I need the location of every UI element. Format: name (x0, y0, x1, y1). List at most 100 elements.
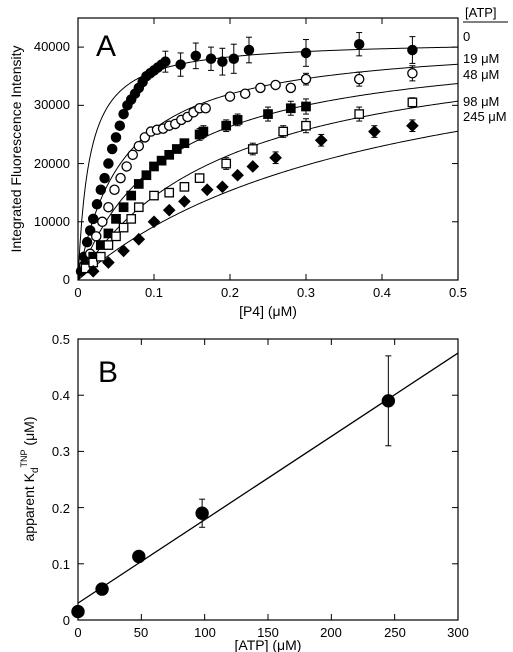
data-point-filled-diamond (269, 151, 282, 165)
data-point-filled-circle (106, 143, 118, 155)
series-label-atp-245: 245 μM (463, 109, 507, 124)
panel-a-x-axis-label: [P4] (μM) (239, 303, 297, 319)
data-point-filled-square (164, 149, 175, 160)
data-point-open-square (133, 202, 144, 213)
data-point-open-square (194, 173, 205, 183)
data-point-filled-circle (95, 184, 107, 196)
data-point-open-circle (407, 68, 418, 79)
panel-a-xtick-label: 0.5 (449, 285, 467, 300)
data-point-filled-circle (300, 47, 312, 59)
data-point-open-circle (285, 82, 297, 94)
data-point-filled-diamond (178, 195, 191, 208)
data-point-open-square (407, 97, 418, 108)
legend-title: [ATP] (465, 5, 497, 20)
data-point-open-square (149, 190, 159, 201)
data-point-filled-diamond (117, 244, 130, 258)
panel-b-ylabel-main: apparent K (21, 472, 37, 541)
data-point-filled-square (179, 138, 190, 149)
data-point-open-square (278, 126, 289, 137)
panel-a-xtick-label: 0.2 (221, 285, 239, 300)
data-point-filled-square (171, 144, 182, 154)
data-point-filled-circle (114, 120, 126, 131)
panel-a-xtick-label: 0.3 (297, 285, 315, 300)
data-point-filled-square (118, 202, 129, 213)
panel-b-ytick-label: 0.2 (52, 501, 70, 516)
panel-b-ytick-label: 0.5 (52, 332, 70, 347)
data-point-filled-diamond (200, 183, 214, 197)
linear-fit (77, 352, 459, 604)
panel-b-ytick-labels: 0 0.1 0.2 0.3 0.4 0.5 (52, 332, 70, 628)
data-point-filled-square (133, 179, 144, 189)
data-point-filled-circle (103, 158, 114, 169)
data-point-filled-circle (160, 56, 171, 67)
panel-a-data-marks (75, 32, 419, 278)
data-point-open-circle (121, 161, 132, 172)
data-point-open-square (247, 144, 258, 154)
data-point-open-circle (133, 140, 145, 152)
data-point-open-circle (200, 102, 211, 114)
panel-a-ytick-label: 10000 (34, 214, 70, 229)
data-point-filled-square (221, 120, 232, 131)
data-point-open-square (301, 120, 311, 131)
data-point-filled-circle (91, 199, 103, 210)
panel-a-fit-curves (77, 46, 459, 281)
panel-b-xtick-label: 200 (320, 625, 342, 640)
panel-a-ticks (77, 18, 459, 281)
fit-curve (77, 46, 459, 281)
panel-a-xtick-label: 0.4 (373, 285, 391, 300)
data-point-open-square (354, 109, 365, 119)
panel-b-ylabel-sup: TNP (19, 449, 29, 467)
data-point-open-circle (109, 184, 120, 196)
panel-a-ytick-label: 20000 (34, 156, 70, 171)
data-point-open-circle (97, 216, 108, 228)
data-point-filled-circle (217, 56, 228, 67)
fit-curve (77, 130, 459, 281)
data-point-filled-circle (175, 59, 186, 70)
panel-b-x-axis-label: [ATP] (μM) (235, 637, 302, 652)
series-label-atp-98: 98 μM (463, 94, 499, 109)
data-point-filled-diamond (147, 215, 161, 229)
panel-b-data-marks (71, 355, 396, 619)
panel-b: B 0 50 100 150 200 250 300 0 0.1 0.2 0.3… (19, 332, 469, 652)
panel-b-xtick-label: 150 (257, 625, 279, 640)
data-point-filled-square (198, 126, 209, 137)
data-point-filled-circle (118, 108, 129, 120)
data-point-filled-diamond (368, 125, 381, 138)
data-point-filled-circle (81, 236, 93, 248)
data-point-filled-diamond (216, 180, 229, 194)
series-label-atp-0: 0 (463, 29, 470, 44)
fit-curve (77, 100, 459, 281)
data-point-filled-square (285, 103, 296, 114)
data-point-filled-circle (205, 53, 217, 65)
data-point-kd (195, 506, 209, 520)
series-label-atp-48: 48 μM (463, 67, 499, 82)
panel-b-plot-area (77, 338, 459, 621)
panel-a-ytick-label: 40000 (34, 39, 70, 54)
data-point-filled-diamond (132, 232, 146, 246)
data-point-filled-square (232, 115, 243, 125)
data-point-kd (95, 582, 109, 596)
data-point-open-square (118, 222, 129, 233)
data-point-open-square (126, 214, 137, 224)
panel-b-ytick-label: 0 (63, 613, 70, 628)
data-point-open-square (179, 181, 190, 192)
data-point-filled-square (156, 155, 167, 166)
data-point-open-circle (224, 91, 236, 102)
panel-b-fit-line (77, 352, 459, 604)
data-point-open-circle (127, 149, 138, 161)
data-point-filled-square (111, 214, 121, 224)
panel-a-y-axis-label: Integrated Fluorescence Intensity (8, 45, 24, 252)
data-point-kd (71, 604, 85, 619)
data-point-kd (132, 549, 146, 564)
panel-a-plot-area (77, 17, 459, 281)
panel-a-xtick-label: 0.1 (145, 285, 163, 300)
panel-a-ytick-label: 30000 (34, 97, 70, 112)
panel-b-ytick-label: 0.3 (52, 444, 70, 459)
panel-b-letter: B (98, 356, 118, 389)
data-point-open-circle (353, 73, 365, 85)
data-point-open-square (111, 231, 121, 242)
data-point-open-square (164, 187, 175, 198)
panel-b-xtick-label: 250 (384, 625, 406, 640)
panel-b-ylabel-unit: (μM) (21, 416, 37, 449)
data-point-filled-square (141, 170, 152, 181)
